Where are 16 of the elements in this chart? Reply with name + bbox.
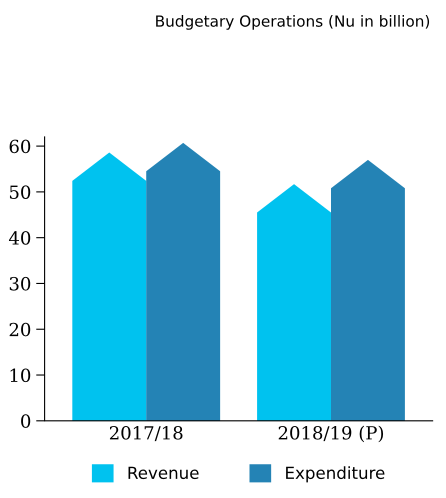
y-tick-label: 0	[21, 414, 30, 428]
y-tick-label: 50	[10, 185, 30, 200]
bar	[72, 152, 146, 421]
y-tick-label: 60	[10, 140, 30, 154]
x-tick-label: 2017/18	[110, 426, 183, 442]
x-tick-label: 2018/19 (P)	[278, 426, 384, 442]
legend-label: Expenditure	[286, 466, 384, 482]
legend-label: Revenue	[128, 466, 199, 480]
chart-title: Budgetary Operations (Nu in billion)	[156, 15, 430, 30]
bar	[257, 184, 331, 421]
y-tick-label: 40	[8, 231, 30, 245]
bar	[146, 142, 220, 421]
y-tick-label: 10	[10, 368, 30, 382]
y-tick-label: 30	[10, 276, 30, 291]
y-tick-label: 20	[10, 322, 30, 336]
bar	[330, 160, 405, 421]
